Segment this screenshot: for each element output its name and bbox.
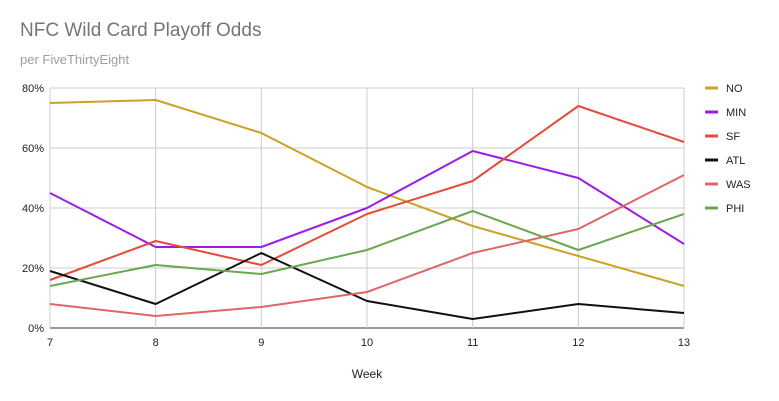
series-line-atl <box>49 252 685 320</box>
chart-title: NFC Wild Card Playoff Odds <box>20 20 262 41</box>
series-line-phi <box>49 210 685 287</box>
y-tick-label: 80% <box>22 83 44 95</box>
legend-label-min: MIN <box>726 107 746 119</box>
x-tick-label: 7 <box>47 337 53 349</box>
legend-label-was: WAS <box>726 179 751 191</box>
x-tick-label: 8 <box>153 337 159 349</box>
x-tick-label: 13 <box>678 337 690 349</box>
legend-label-phi: PHI <box>726 203 744 215</box>
x-tick-label: 12 <box>572 337 584 349</box>
series-line-no <box>49 99 685 287</box>
y-tick-label: 40% <box>22 203 44 215</box>
x-tick-label: 10 <box>361 337 373 349</box>
chart-subtitle: per FiveThirtyEight <box>20 52 130 67</box>
x-tick-label: 9 <box>258 337 264 349</box>
y-tick-label: 0% <box>28 323 44 335</box>
x-axis-title: Week <box>352 367 383 381</box>
x-tick-label: 11 <box>467 337 478 349</box>
series-line-sf <box>49 105 685 281</box>
legend-label-sf: SF <box>726 131 740 143</box>
series-line-min <box>49 150 685 248</box>
y-tick-label: 20% <box>22 263 44 275</box>
legend-label-no: NO <box>726 83 743 95</box>
series-line-was <box>49 174 685 317</box>
y-tick-label: 60% <box>22 143 44 155</box>
legend-label-atl: ATL <box>726 155 745 167</box>
